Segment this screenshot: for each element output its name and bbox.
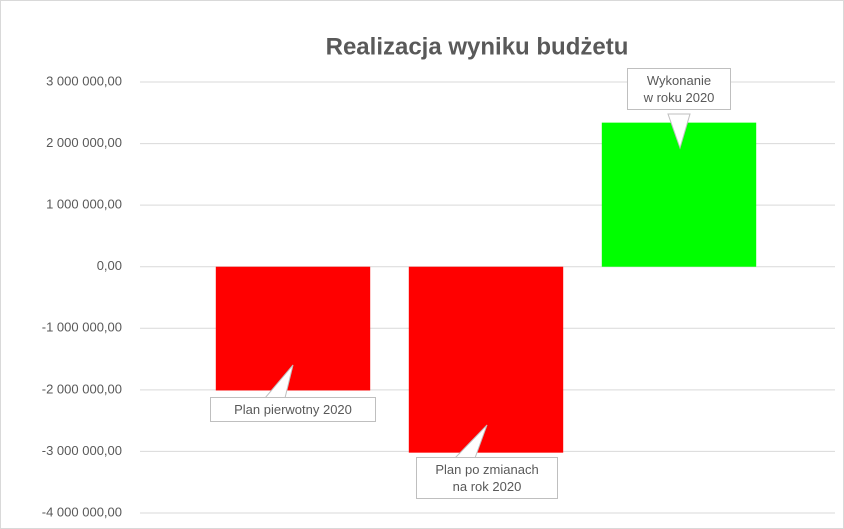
- callout-pointer: [667, 113, 691, 150]
- y-tick-label: -1 000 000,00: [42, 320, 122, 335]
- category-label: Wykonanie w roku 2020: [627, 68, 731, 110]
- y-tick-label: 3 000 000,00: [46, 73, 122, 88]
- category-label: Plan po zmianach na rok 2020: [416, 457, 558, 499]
- chart-title: Realizacja wyniku budżetu: [326, 33, 629, 60]
- y-tick-label: -2 000 000,00: [42, 381, 122, 396]
- y-tick-label: -3 000 000,00: [42, 443, 122, 458]
- category-label: Plan pierwotny 2020: [210, 397, 376, 422]
- y-tick-label: -4 000 000,00: [42, 504, 122, 519]
- bar: [215, 266, 371, 391]
- y-tick-label: 2 000 000,00: [46, 135, 122, 150]
- y-tick-label: 1 000 000,00: [46, 197, 122, 212]
- y-tick-label: 0,00: [97, 258, 122, 273]
- bar: [408, 266, 564, 453]
